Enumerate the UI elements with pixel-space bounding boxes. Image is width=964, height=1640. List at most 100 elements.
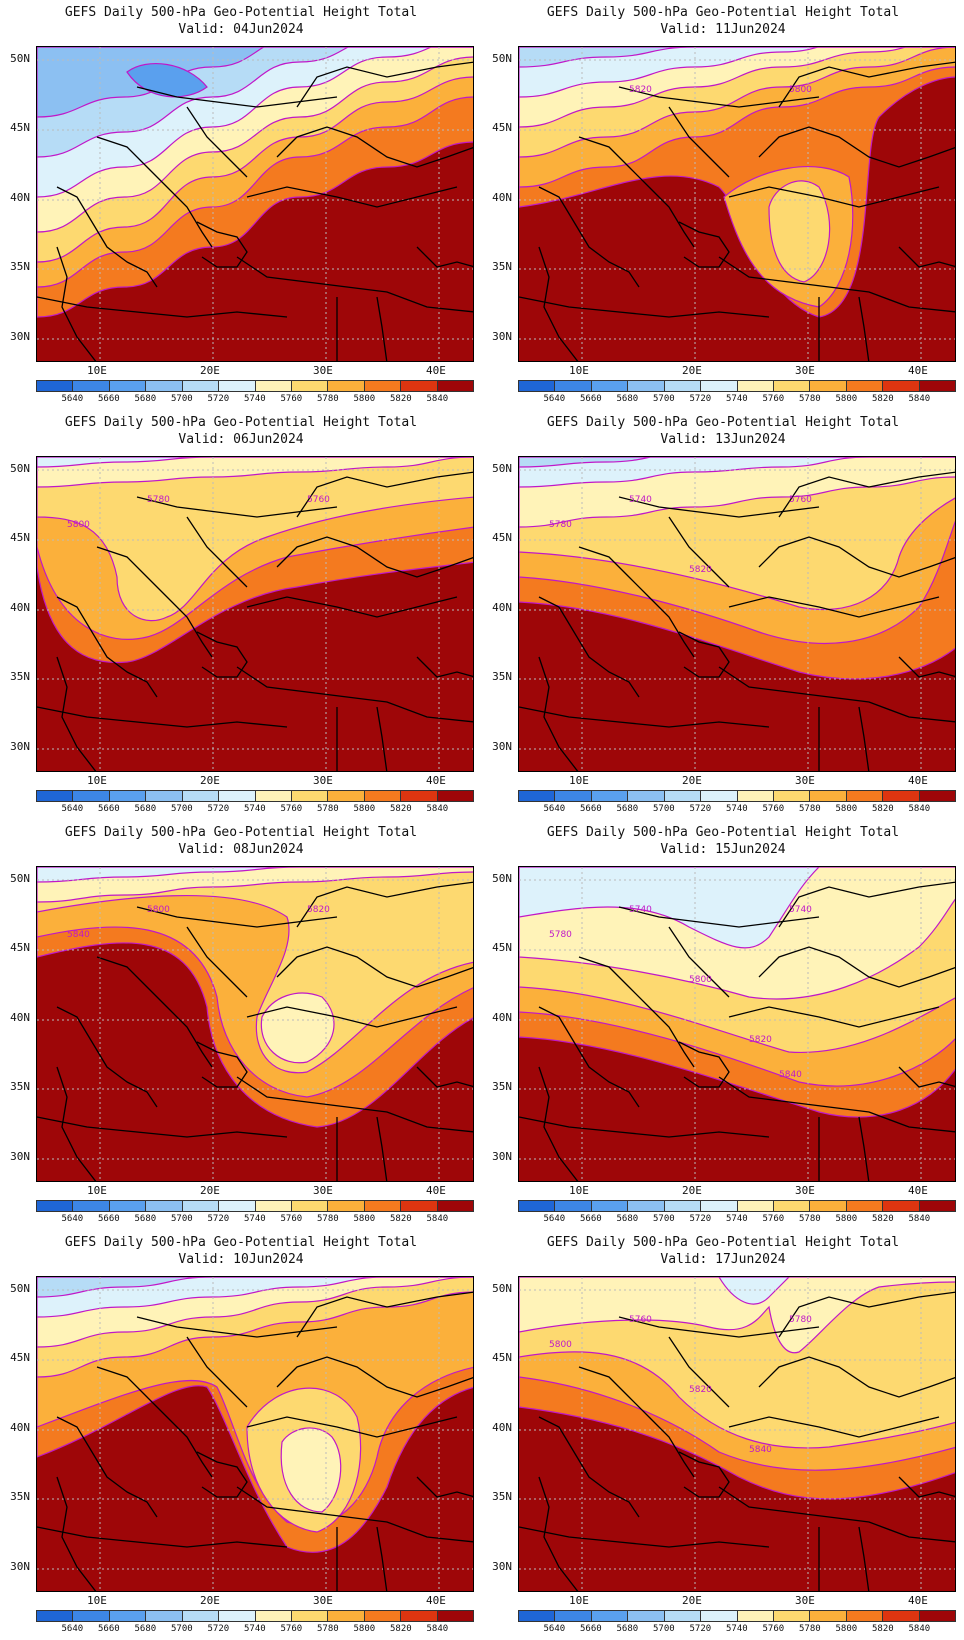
longitude-label: 20E [682,774,702,787]
colorbar-swatch [73,791,110,801]
border-outline [678,221,730,268]
panel-valid-date: Valid: 08Jun2024 [178,842,304,857]
colorbar-swatch [773,381,811,391]
panel-valid-date: Valid: 15Jun2024 [660,842,786,857]
colorbar-swatch [773,1611,811,1621]
colorbar-swatch [737,1611,774,1621]
border-outline [56,1476,97,1591]
border-outline [56,656,97,771]
colorbar-swatch [364,1611,402,1621]
border-outline [858,1116,870,1181]
border-outline [196,631,248,678]
colorbar-swatch [37,381,74,391]
colorbar-swatch [591,1611,629,1621]
colorbar-swatch [591,381,629,391]
map-panel: GEFS Daily 500-hPa Geo-Potential Height … [0,820,482,1230]
colorbar-label: 5840 [426,394,449,404]
border-outline [898,1066,955,1088]
border-outline [56,186,158,288]
border-outline [519,1526,770,1548]
colorbar-swatch [628,791,665,801]
colorbar-swatch [291,381,329,391]
border-outline [416,1476,473,1498]
border-outline [236,256,473,313]
colorbar-label: 5660 [580,804,602,814]
colorbar-swatch [37,1201,74,1211]
colorbar-label: 5780 [799,1214,821,1224]
colorbar-label: 5720 [207,1624,230,1634]
border-outline [276,536,473,578]
latitude-label: 30N [10,1150,30,1163]
longitude-label: 20E [200,1184,220,1197]
colorbar-label: 5800 [353,1214,376,1224]
colorbar-swatch [401,1201,438,1211]
colorbar-label: 5840 [908,1214,931,1224]
border-outline [186,926,248,998]
border-outline [37,1526,288,1548]
colorbar-label: 5740 [726,394,748,404]
colorbar-label: 5640 [61,394,84,404]
colorbar-label: 5660 [98,804,120,814]
colorbar-label: 5820 [872,1624,894,1634]
longitude-label: 20E [200,1594,220,1607]
colorbar-swatch [555,791,592,801]
colorbar-label: 5740 [244,1624,266,1634]
border-outline [898,1476,955,1498]
colorbar-swatch [628,1201,665,1211]
latitude-label: 40N [492,1011,512,1024]
latitude-label: 50N [10,1282,30,1295]
colorbar-label: 5820 [390,804,412,814]
map-panel: GEFS Daily 500-hPa Geo-Potential Height … [482,1230,964,1640]
latitude-label: 30N [10,330,30,343]
colorbar-swatch [364,1201,402,1211]
border-outline [196,1451,248,1498]
colorbar-swatch [255,381,292,391]
longitude-label: 40E [908,774,928,787]
longitude-label: 30E [313,774,333,787]
latitude-label: 40N [10,1011,30,1024]
border-outline [376,706,388,771]
panel-title: GEFS Daily 500-hPa Geo-Potential Height … [64,825,418,840]
field-band [37,457,473,622]
map-plot-area: 5800 5820 5840 [36,866,474,1182]
colorbar-swatch [810,791,847,801]
latitude-label: 35N [492,1080,512,1093]
colorbar-swatch [664,381,702,391]
map-panel: GEFS Daily 500-hPa Geo-Potential Height … [0,1230,482,1640]
latitude-label: 30N [492,740,512,753]
field-band [37,1277,473,1318]
colorbar-swatch [291,1201,329,1211]
colorbar-swatch [701,791,738,801]
colorbar-label: 5680 [134,394,157,404]
colorbar-swatch [883,1201,920,1211]
border-outline [246,1006,458,1028]
border-outline [276,126,473,168]
map-panel: GEFS Daily 500-hPa Geo-Potential Height … [482,0,964,410]
colorbar-label: 5680 [616,1214,639,1224]
border-outline [538,656,579,771]
border-outline [136,1316,338,1338]
map-plot-area: 5820 5800 [518,46,956,362]
field-band [519,457,955,468]
panel-valid-date: Valid: 04Jun2024 [178,22,304,37]
border-outline [296,881,473,928]
latitude-label: 35N [10,1490,30,1503]
contour-label: 5820 [629,85,652,95]
colorbar-label: 5800 [353,394,376,404]
border-outline [858,706,870,771]
colorbar-swatch [109,1201,147,1211]
field-band [37,1277,473,1298]
border-outline [578,956,695,1068]
colorbar-label: 5840 [908,804,931,814]
colorbar-label: 5660 [580,1214,602,1224]
colorbar-swatch [846,1611,884,1621]
border-outline [758,946,955,988]
contour-label: 5780 [789,1315,812,1325]
colorbar-label: 5640 [61,804,84,814]
border-outline [246,186,458,208]
longitude-label: 10E [87,774,107,787]
colorbar-swatch [737,381,774,391]
colorbar-label: 5780 [317,1214,339,1224]
height-field: 5780 5760 5800 [37,457,473,771]
latitude-label: 45N [10,531,30,544]
